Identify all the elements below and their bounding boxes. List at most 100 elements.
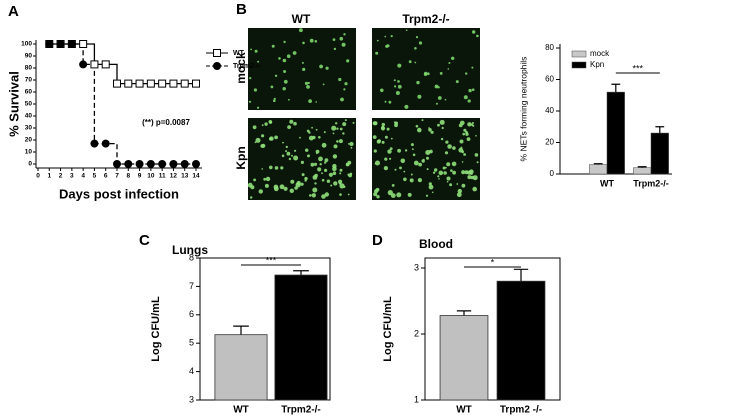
- cell: [469, 169, 474, 174]
- cell: [343, 33, 346, 36]
- cell: [394, 121, 398, 125]
- cell: [325, 66, 329, 70]
- x-tick-label: Trpm2-/-: [633, 178, 669, 188]
- legend-marker: [213, 62, 221, 70]
- cell: [410, 173, 413, 176]
- error-bar: [233, 325, 249, 335]
- cell: [397, 80, 400, 83]
- cell: [423, 72, 428, 77]
- micrograph: [248, 28, 356, 110]
- cell: [397, 84, 402, 89]
- cell: [321, 178, 325, 182]
- marker: [90, 139, 99, 148]
- marker: [180, 160, 189, 168]
- cell: [425, 194, 429, 197]
- cell: [403, 170, 406, 173]
- cell: [339, 168, 343, 172]
- cell: [448, 62, 451, 64]
- bar: [274, 274, 328, 401]
- cell: [439, 72, 443, 75]
- cell: [250, 48, 253, 51]
- cell: [269, 165, 273, 170]
- cell: [384, 135, 388, 139]
- cell: [417, 127, 422, 133]
- cell: [348, 143, 350, 145]
- cell: [343, 88, 346, 91]
- cell: [255, 137, 261, 143]
- cell: [474, 153, 479, 157]
- y-tick-label: 20: [25, 137, 33, 144]
- cell: [445, 166, 447, 169]
- cell: [426, 156, 429, 160]
- cell: [347, 193, 350, 196]
- cell: [373, 149, 377, 153]
- cell: [283, 70, 287, 73]
- cell: [318, 136, 321, 139]
- cell: [390, 35, 393, 38]
- cell: [317, 167, 322, 172]
- cell: [282, 87, 286, 91]
- cell: [290, 179, 295, 184]
- cell: [312, 135, 316, 140]
- y-tick-label: 40: [545, 106, 554, 115]
- marker: [101, 139, 110, 148]
- bar: [214, 334, 268, 401]
- cell: [332, 38, 336, 41]
- cell: [293, 121, 297, 126]
- cell: [435, 102, 438, 105]
- image-column-label: Trpm2-/-: [402, 12, 449, 26]
- cell: [289, 119, 294, 124]
- cell: [387, 149, 392, 154]
- x-tick-label: WT: [233, 405, 249, 416]
- cell: [377, 139, 381, 143]
- cell: [330, 184, 333, 187]
- y-tick-label: 100: [21, 41, 32, 48]
- marker: [45, 40, 54, 48]
- cell: [250, 196, 253, 199]
- cell: [395, 91, 400, 95]
- cell: [302, 41, 305, 45]
- cell: [300, 182, 304, 186]
- marker: [124, 160, 133, 168]
- cell: [445, 140, 449, 144]
- cell: [273, 99, 276, 102]
- cell: [333, 181, 338, 186]
- cell: [400, 158, 406, 164]
- cell: [309, 38, 314, 43]
- cell: [425, 150, 431, 155]
- y-tick-label: 30: [25, 125, 33, 132]
- cell: [452, 146, 456, 150]
- cell: [344, 82, 348, 86]
- cell: [345, 162, 350, 167]
- x-tick-label: 3: [70, 173, 74, 180]
- marker: [67, 40, 76, 48]
- cell: [289, 188, 294, 193]
- y-tick-label: 8: [189, 252, 194, 262]
- marker: [56, 40, 65, 48]
- x-tick-label: WT: [600, 178, 614, 188]
- cell: [375, 51, 379, 55]
- cell: [332, 171, 337, 176]
- micrograph: [248, 118, 356, 200]
- cell: [470, 123, 473, 126]
- chart-title: Lungs: [172, 243, 208, 257]
- marker: [135, 79, 144, 88]
- legend-label: Kpn: [590, 60, 604, 69]
- cell: [311, 193, 316, 198]
- cell: [339, 183, 345, 189]
- x-tick-label: 0: [36, 173, 40, 180]
- cell: [418, 41, 423, 45]
- legend-swatch: [571, 61, 587, 69]
- cell: [447, 144, 452, 149]
- y-tick-label: 40: [25, 113, 33, 120]
- cell: [280, 166, 284, 170]
- cell: [376, 195, 380, 199]
- cell: [254, 49, 258, 53]
- cell: [264, 183, 269, 188]
- cell: [405, 29, 408, 32]
- cell: [437, 175, 440, 178]
- cell: [372, 135, 377, 140]
- marker: [192, 79, 200, 88]
- bar: [496, 280, 546, 401]
- legend-label: Trpm2-/-: [233, 63, 261, 70]
